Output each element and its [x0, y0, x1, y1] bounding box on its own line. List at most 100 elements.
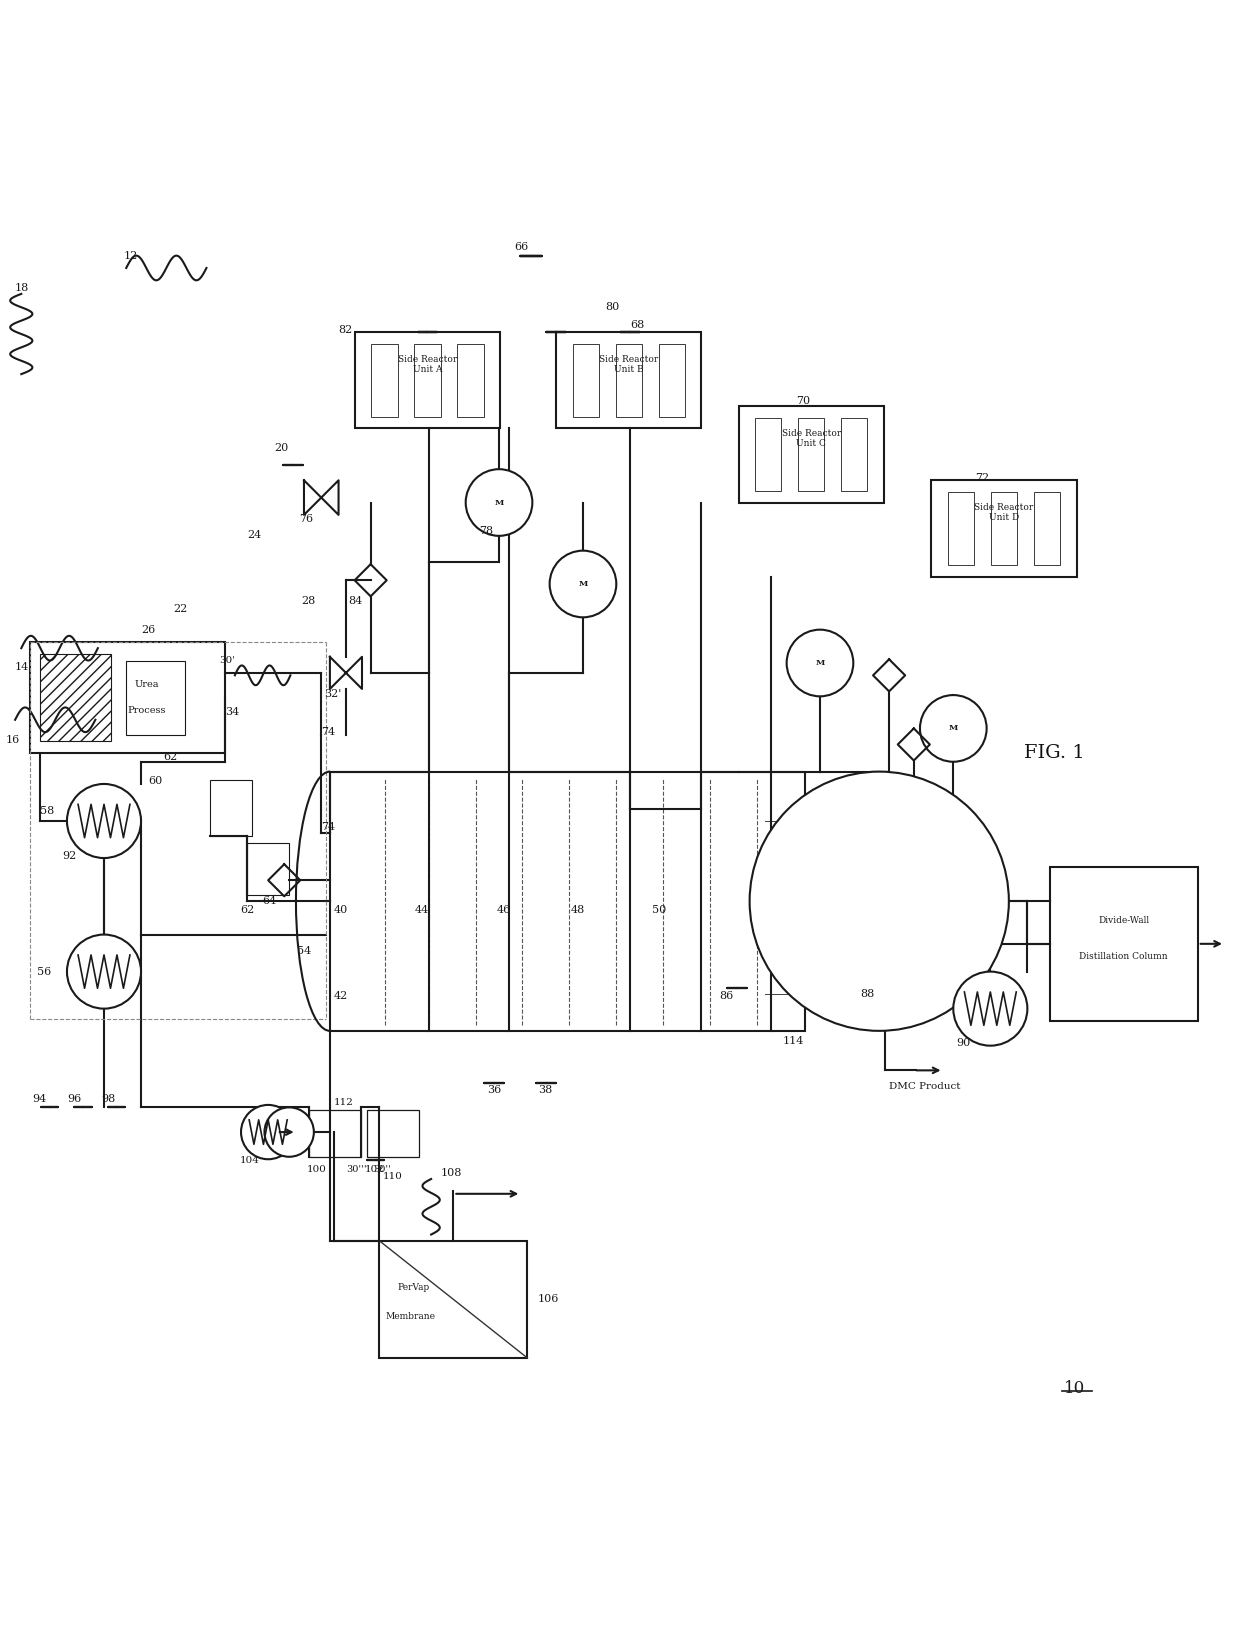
- Text: 82: 82: [339, 325, 353, 335]
- Bar: [40, 655, 112, 741]
- Circle shape: [241, 1105, 295, 1159]
- Text: Process: Process: [128, 706, 166, 716]
- Circle shape: [920, 695, 987, 762]
- Bar: [30, 642, 224, 754]
- Bar: [355, 332, 500, 429]
- Text: 38: 38: [538, 1085, 553, 1095]
- Bar: [658, 343, 684, 417]
- Text: 14: 14: [15, 662, 30, 672]
- Text: 46: 46: [496, 905, 511, 915]
- Text: 10: 10: [1064, 1381, 1085, 1397]
- Bar: [367, 1110, 419, 1156]
- Text: Side Reactor
Unit C: Side Reactor Unit C: [781, 429, 841, 448]
- Text: M: M: [578, 580, 588, 588]
- Bar: [371, 343, 398, 417]
- Text: 72: 72: [976, 473, 990, 483]
- Text: 100: 100: [306, 1164, 326, 1174]
- Text: 34: 34: [224, 708, 239, 718]
- Text: 90: 90: [956, 1038, 970, 1048]
- Text: 114: 114: [782, 1036, 805, 1046]
- Text: Divide-Wall: Divide-Wall: [1099, 916, 1149, 924]
- Text: 74: 74: [321, 823, 335, 832]
- Bar: [991, 493, 1017, 565]
- Text: Membrane: Membrane: [386, 1312, 435, 1322]
- Text: 74: 74: [321, 727, 335, 737]
- Text: 76: 76: [299, 514, 314, 524]
- Text: 24: 24: [247, 530, 262, 540]
- Bar: [1034, 493, 1060, 565]
- Text: 80: 80: [605, 302, 620, 312]
- Text: 104: 104: [239, 1156, 259, 1164]
- Text: 58: 58: [40, 806, 55, 816]
- Text: 112: 112: [334, 1098, 353, 1107]
- Text: 68: 68: [630, 320, 644, 330]
- Text: Side Reactor
Unit A: Side Reactor Unit A: [398, 355, 458, 374]
- Text: Urea: Urea: [135, 680, 159, 688]
- Text: FIG. 1: FIG. 1: [1024, 744, 1085, 762]
- Text: 102: 102: [365, 1164, 384, 1174]
- Bar: [330, 772, 805, 1031]
- Bar: [931, 481, 1076, 576]
- Text: 32': 32': [324, 690, 341, 699]
- Circle shape: [67, 783, 141, 859]
- Bar: [739, 406, 884, 502]
- Text: 22: 22: [174, 604, 187, 614]
- Text: 110: 110: [383, 1172, 403, 1181]
- Text: M: M: [495, 499, 503, 506]
- Bar: [379, 1241, 527, 1358]
- Bar: [126, 660, 186, 734]
- Text: M: M: [816, 658, 825, 667]
- Text: Side Reactor
Unit B: Side Reactor Unit B: [599, 355, 658, 374]
- Text: 62: 62: [239, 905, 254, 915]
- Text: 12: 12: [124, 251, 138, 261]
- Bar: [615, 343, 642, 417]
- Bar: [573, 343, 599, 417]
- Text: Distillation Column: Distillation Column: [1079, 952, 1168, 961]
- Bar: [414, 343, 440, 417]
- Text: 42: 42: [334, 992, 348, 1002]
- Text: 30': 30': [218, 657, 234, 665]
- Text: 48: 48: [570, 905, 585, 915]
- Text: 70: 70: [796, 396, 811, 406]
- Circle shape: [264, 1107, 314, 1156]
- Circle shape: [750, 772, 1009, 1031]
- Text: 44: 44: [415, 905, 429, 915]
- Text: DMC Product: DMC Product: [889, 1082, 961, 1090]
- Text: 60: 60: [149, 777, 162, 787]
- Bar: [1049, 867, 1198, 1021]
- Text: 108: 108: [441, 1167, 463, 1177]
- Bar: [309, 1110, 361, 1156]
- Bar: [841, 417, 868, 491]
- Text: 30'': 30'': [373, 1164, 391, 1174]
- Bar: [458, 343, 484, 417]
- Bar: [210, 780, 252, 836]
- Text: 98: 98: [102, 1094, 115, 1103]
- Text: 20: 20: [274, 443, 289, 453]
- Circle shape: [786, 629, 853, 696]
- Text: 92: 92: [62, 851, 77, 860]
- Text: 36: 36: [486, 1085, 501, 1095]
- Circle shape: [954, 972, 1028, 1046]
- Circle shape: [549, 550, 616, 617]
- Text: 62: 62: [164, 752, 177, 762]
- Bar: [556, 332, 702, 429]
- Text: 66: 66: [513, 241, 528, 251]
- Text: 78: 78: [480, 525, 494, 535]
- Text: 86: 86: [719, 992, 733, 1002]
- Text: 94: 94: [32, 1094, 47, 1103]
- Text: 54: 54: [296, 946, 311, 956]
- Text: 40: 40: [334, 905, 348, 915]
- Bar: [947, 493, 975, 565]
- Text: Side Reactor
Unit D: Side Reactor Unit D: [975, 502, 1033, 522]
- Bar: [799, 417, 825, 491]
- Text: 106: 106: [537, 1294, 559, 1304]
- Text: PerVap: PerVap: [398, 1282, 430, 1292]
- Text: 18: 18: [15, 282, 30, 292]
- Circle shape: [466, 470, 532, 535]
- Text: 84: 84: [348, 596, 362, 606]
- Circle shape: [67, 934, 141, 1008]
- Text: 28: 28: [301, 596, 316, 606]
- Text: 30''': 30''': [346, 1164, 367, 1174]
- Text: 56: 56: [37, 967, 52, 977]
- Text: 96: 96: [67, 1094, 81, 1103]
